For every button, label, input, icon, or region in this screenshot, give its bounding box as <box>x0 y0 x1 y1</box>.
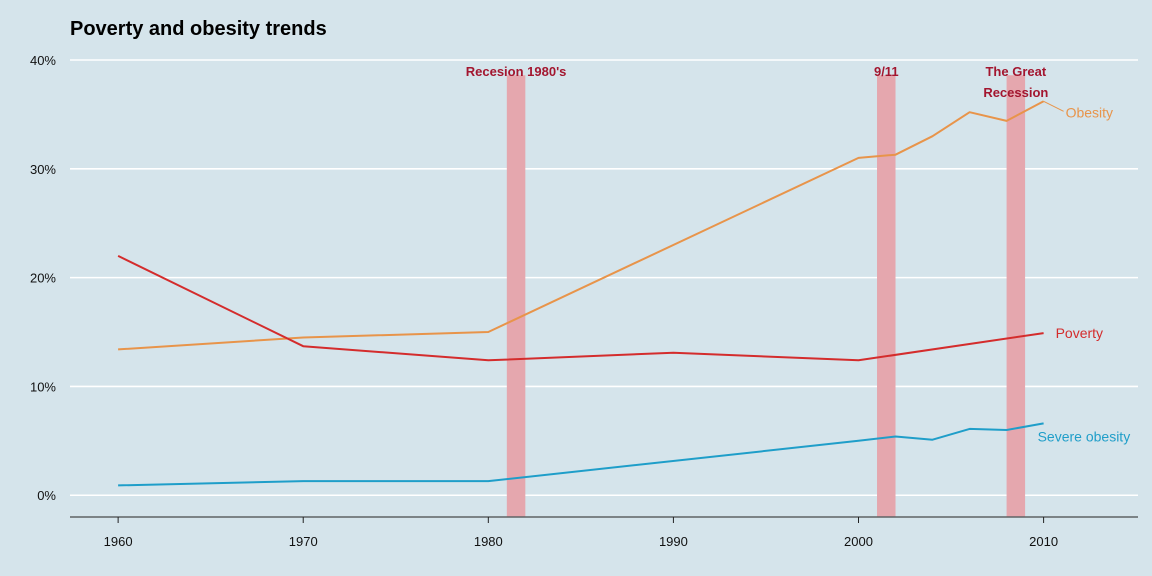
x-tick-label-5: 2010 <box>1029 534 1058 549</box>
obesity-label-leader <box>1043 100 1064 112</box>
recession-band-2 <box>1006 75 1026 517</box>
x-tick-label-2: 1980 <box>474 534 503 549</box>
series-labels: Obesity Poverty Severe obesity <box>1038 100 1131 444</box>
y-tick-label-1: 10% <box>30 379 56 394</box>
recession-label-1-0: 9/11 <box>874 64 899 79</box>
recession-label-2-0: The Great <box>985 64 1046 79</box>
x-tick-label-3: 1990 <box>659 534 688 549</box>
series-line-2 <box>118 422 1044 487</box>
series-line-0 <box>118 100 1045 351</box>
recession-band-0 <box>506 75 526 517</box>
y-tick-label-0: 0% <box>37 488 56 503</box>
series-lines <box>117 100 1045 487</box>
x-tick-label-4: 2000 <box>844 534 873 549</box>
recession-label-2-1: Recession <box>983 85 1048 100</box>
chart-title: Poverty and obesity trends <box>70 18 327 40</box>
y-tick-label-3: 30% <box>30 162 56 177</box>
y-tick-label-2: 20% <box>30 271 56 286</box>
recession-band-1 <box>877 75 896 517</box>
recession-label-0-0: Recesion 1980's <box>466 64 567 79</box>
series-label-1: Poverty <box>1056 325 1103 341</box>
recession-bands: Recesion 1980's 9/11 The Great Recession <box>466 64 1048 517</box>
y-axis-labels: 0% 10% 20% 30% 40% <box>30 53 56 503</box>
x-tick-label-1: 1970 <box>289 534 318 549</box>
y-tick-label-4: 40% <box>30 53 56 68</box>
series-label-2: Severe obesity <box>1038 428 1131 444</box>
series-line-1 <box>117 255 1044 362</box>
x-axis-ticks: 1960 1970 1980 1990 2000 2010 <box>104 517 1058 549</box>
x-tick-label-0: 1960 <box>104 534 133 549</box>
series-label-0: Obesity <box>1066 104 1113 120</box>
